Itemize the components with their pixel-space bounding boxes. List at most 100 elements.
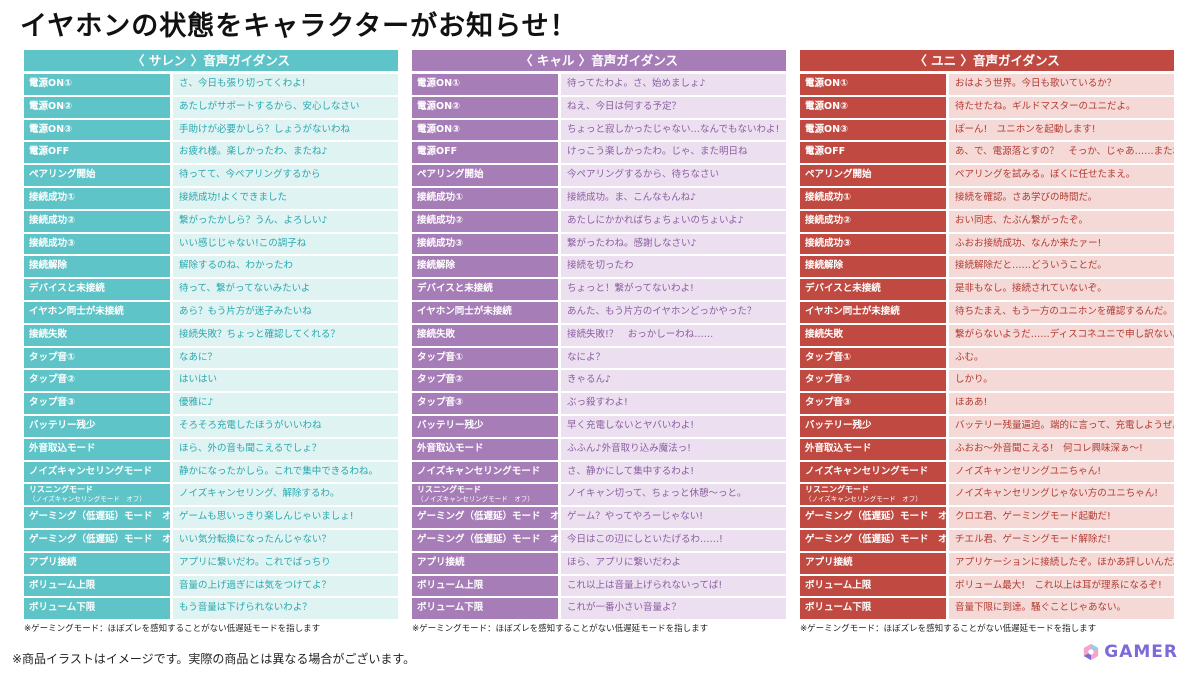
voice-line: あら？もう片方が迷子みたいね — [173, 301, 398, 323]
event-label: 接続成功① — [800, 187, 946, 209]
event-label: 電源ON③ — [800, 119, 946, 141]
event-label: デバイスと未接続 — [24, 279, 170, 300]
event-label: タップ音③ — [24, 393, 170, 414]
voice-line: 待たせたね。ギルドマスターのユニだよ。 — [949, 96, 1174, 118]
table-row: リスニングモード （ノイズキャンセリングモード オフ） ノイズキャンセリング、解除す… — [24, 484, 398, 506]
event-label: タップ音② — [24, 370, 170, 392]
table-row: 電源ON③ ちょっと寂しかったじゃない…なんでもないわよ! — [412, 119, 786, 141]
voice-line: 解除するのね、わかったわ — [173, 256, 398, 278]
voice-line: ゲームも思いっきり楽しんじゃいましょ! — [173, 507, 398, 528]
table-row: 電源OFF お疲れ様。楽しかったわ、またね♪ — [24, 142, 398, 164]
event-label: リスニングモード （ノイズキャンセリングモード オフ） — [412, 484, 558, 506]
voice-line: アプリケーションに接続したぞ。ほかあ評しいんだ。 — [949, 552, 1174, 574]
event-label: ボリューム下限 — [412, 598, 558, 620]
table-row: ペアリング開始 今ペアリングするから、待ちなさい — [412, 165, 786, 186]
voice-line: 接続成功。ま、こんなもんね♪ — [561, 187, 786, 209]
event-label: 接続成功② — [412, 210, 558, 232]
table-row: ノイズキャンセリングモード ノイズキャンセリングユニちゃん! — [800, 461, 1174, 483]
guidance-column: 〈 ユニ 〉音声ガイダンス 電源ON① おはよう世界。今日も歌いているか？ 電源ON②… — [800, 50, 1174, 634]
table-row: 接続成功② おい同志、たぶん繋がったぞ。 — [800, 210, 1174, 232]
event-label-sub: （ノイズキャンセリングモード オフ） — [805, 494, 922, 503]
table-row: 接続成功③ いい感じじゃない!この調子ね — [24, 233, 398, 255]
event-label: リスニングモード （ノイズキャンセリングモード オフ） — [24, 484, 170, 506]
table-row: アプリ接続 ほら、アプリに繋いだわよ — [412, 552, 786, 574]
voice-line: ほら、外の音も聞こえるでしょ？ — [173, 438, 398, 460]
event-label: 接続解除 — [24, 256, 170, 278]
voice-line: さ、今日も張り切ってくわよ! — [173, 74, 398, 95]
event-label-sub: （ノイズキャンセリングモード オフ） — [417, 494, 534, 503]
voice-line: 接続失敗!？ おっかしーわね…… — [561, 324, 786, 346]
event-label: ノイズキャンセリングモード — [412, 461, 558, 483]
event-label: 接続成功③ — [24, 233, 170, 255]
voice-line: そろそろ充電したほうがいいわね — [173, 415, 398, 437]
event-label-main: リスニングモード — [417, 485, 481, 495]
voice-line: 音量の上げ過ぎには気をつけてよ？ — [173, 575, 398, 597]
voice-line: あたしにかかればちょちょいのちょいよ♪ — [561, 210, 786, 232]
table-row: ゲーミング（低遅延）モード オフ 今日はこの辺にしといたげるわ……! — [412, 529, 786, 551]
voice-line: ノイズキャンセリング、解除するわ。 — [173, 484, 398, 506]
voice-line: ペアリングを試みる。ぼくに任せたまえ。 — [949, 165, 1174, 186]
voice-line: あたしがサポートするから、安心しなさい — [173, 96, 398, 118]
voice-line: ふむ。 — [949, 347, 1174, 369]
voice-line: ふおお～外音聞こえる! 何コレ興味深ぁ～! — [949, 438, 1174, 460]
voice-line: 待って、繋がってないみたいよ — [173, 279, 398, 300]
column-header: 〈 ユニ 〉音声ガイダンス — [800, 50, 1174, 71]
table-row: デバイスと未接続 是非もなし。接続されていないぞ。 — [800, 279, 1174, 300]
table-row: イヤホン同士が未接続 あんた、もう片方のイヤホンどっかやった？ — [412, 301, 786, 323]
table-row: バッテリー残少 早く充電しないとヤバいわよ! — [412, 415, 786, 437]
voice-line: ノイキャン切って、ちょっと休憩～っと。 — [561, 484, 786, 506]
voice-line: 接続失敗？ちょっと確認してくれる？ — [173, 324, 398, 346]
gaming-mode-note: ※ゲーミングモード：ほぼズレを感知することがない低遅延モードを指します — [412, 624, 709, 635]
voice-line: 接続成功!よくできました — [173, 187, 398, 209]
event-label: ボリューム上限 — [24, 575, 170, 597]
voice-line: ぶっ殺すわよ! — [561, 393, 786, 414]
voice-line: なあに？ — [173, 347, 398, 369]
event-label: 電源ON② — [800, 96, 946, 118]
table-row: 接続失敗 繋がらないようだ……ディスコネユニで申し訳ない。 — [800, 324, 1174, 346]
voice-line: しかり。 — [949, 370, 1174, 392]
voice-line: いい気分転換になったんじゃない？ — [173, 529, 398, 551]
event-label: 電源ON③ — [412, 119, 558, 141]
table-row: 電源ON① おはよう世界。今日も歌いているか？ — [800, 74, 1174, 95]
table-row: 電源OFF けっこう楽しかったわ。じゃ、また明日ね — [412, 142, 786, 164]
event-label: 外音取込モード — [24, 438, 170, 460]
voice-line: アプリに繋いだわ。これでばっちり — [173, 552, 398, 574]
voice-line: 音量下限に到達。騒ぐことじゃあない。 — [949, 598, 1174, 620]
table-row: 外音取込モード ふふん♪外音取り込み魔法っ! — [412, 438, 786, 460]
voice-line: これ以上は音量上げられないってば! — [561, 575, 786, 597]
table-row: バッテリー残少 そろそろ充電したほうがいいわね — [24, 415, 398, 437]
guidance-column: 〈 キャル 〉音声ガイダンス 電源ON① 待ってたわよ。さ、始めましょ♪ 電源ON② ね… — [412, 50, 786, 634]
voice-line: これが一番小さい音量よ？ — [561, 598, 786, 620]
voice-line: 繋がったわね。感謝しなさい♪ — [561, 233, 786, 255]
event-label: 電源ON② — [24, 96, 170, 118]
table-row: 電源OFF あ、で、電源落とすの？ そっか、じゃあ……またね — [800, 142, 1174, 164]
table-row: 電源ON③ ぽーん! ユニホンを起動します! — [800, 119, 1174, 141]
event-label: イヤホン同士が未接続 — [24, 301, 170, 323]
voice-line: 繋がったかしら？うん、よろしい♪ — [173, 210, 398, 232]
table-row: タップ音① なあに？ — [24, 347, 398, 369]
voice-line: ノイズキャンセリングじゃない方のユニちゃん! — [949, 484, 1174, 506]
table-row: アプリ接続 アプリに繋いだわ。これでばっちり — [24, 552, 398, 574]
table-row: ノイズキャンセリングモード 静かになったかしら。これで集中できるわね。 — [24, 461, 398, 483]
voice-line: なによ？ — [561, 347, 786, 369]
event-label: 接続成功③ — [800, 233, 946, 255]
voice-line: ボリューム最大! これ以上は耳が理系になるぞ! — [949, 575, 1174, 597]
event-label: 接続成功① — [412, 187, 558, 209]
event-label: 接続成功② — [800, 210, 946, 232]
voice-line: いい感じじゃない!この調子ね — [173, 233, 398, 255]
event-label: ペアリング開始 — [800, 165, 946, 186]
event-label: ボリューム下限 — [800, 598, 946, 620]
event-label: ペアリング開始 — [412, 165, 558, 186]
voice-line: 今ペアリングするから、待ちなさい — [561, 165, 786, 186]
voice-line: あ、で、電源落とすの？ そっか、じゃあ……またね — [949, 142, 1174, 164]
table-row: 電源ON① さ、今日も張り切ってくわよ! — [24, 74, 398, 95]
table-row: デバイスと未接続 ちょっと！繋がってないわよ! — [412, 279, 786, 300]
table-row: タップ音② しかり。 — [800, 370, 1174, 392]
table-row: ボリューム上限 これ以上は音量上げられないってば! — [412, 575, 786, 597]
table-row: ボリューム下限 これが一番小さい音量よ？ — [412, 598, 786, 620]
voice-line: クロエ君、ゲーミングモード起動だ! — [949, 507, 1174, 528]
event-label: 外音取込モード — [800, 438, 946, 460]
event-label-main: リスニングモード — [29, 485, 93, 495]
voice-line: 手助けが必要かしら？しょうがないわね — [173, 119, 398, 141]
table-row: 接続失敗 接続失敗!？ おっかしーわね…… — [412, 324, 786, 346]
